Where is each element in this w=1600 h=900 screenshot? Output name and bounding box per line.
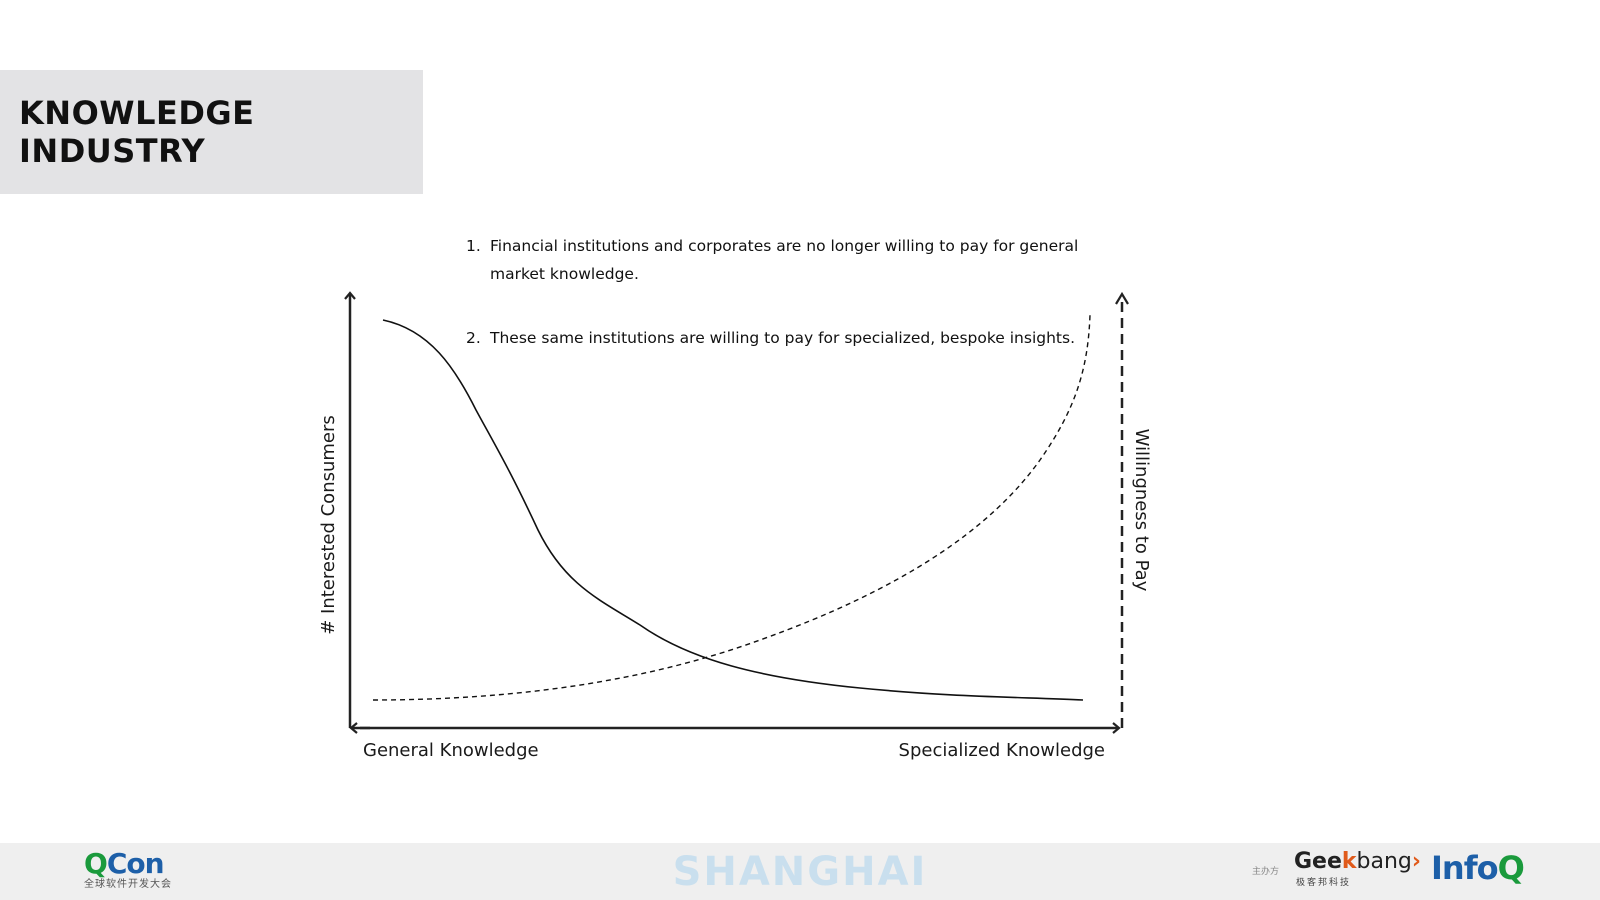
note-number: 2. <box>466 329 481 347</box>
slide-title: KNOWLEDGE INDUSTRY <box>19 94 255 170</box>
geekbang-bang: bang <box>1356 849 1412 874</box>
left-axis-label: # Interested Consumers <box>318 415 339 635</box>
infoq-logo: InfoQ <box>1431 849 1525 887</box>
city-name: SHANGHAI <box>672 849 928 895</box>
willingness-to-pay-curve <box>372 314 1091 701</box>
infoq-q: Q <box>1497 849 1525 887</box>
notes-list: 1. Financial institutions and corporates… <box>466 232 1086 352</box>
note-item: 2. These same institutions are willing t… <box>466 324 1086 352</box>
note-text: Financial institutions and corporates ar… <box>490 237 1079 283</box>
note-item: 1. Financial institutions and corporates… <box>466 232 1086 288</box>
geekbang-subtitle: 极客邦科技 <box>1296 878 1352 888</box>
note-number: 1. <box>466 237 481 255</box>
qcon-logo-con: Con <box>106 847 165 880</box>
x-right-label: Specialized Knowledge <box>899 740 1105 761</box>
note-text: These same institutions are willing to p… <box>490 329 1076 347</box>
qcon-logo-q: Q <box>84 847 108 880</box>
right-axis-label: Willingness to Pay <box>1131 429 1152 592</box>
right-axis-arrowhead <box>1115 291 1129 305</box>
title-banner: KNOWLEDGE INDUSTRY <box>0 70 423 194</box>
sponsor-label: 主办方 <box>1252 867 1280 877</box>
x-left-label: General Knowledge <box>363 740 539 761</box>
qcon-logo-subtitle: 全球软件开发大会 <box>84 879 172 890</box>
footer-bar: QCon 全球软件开发大会 SHANGHAI 主办方 Geekbang› 极客邦… <box>0 843 1600 900</box>
geekbang-chevron-icon: › <box>1411 849 1421 874</box>
interested-consumers-curve <box>382 319 1084 701</box>
geekbang-geek: Gee <box>1294 849 1342 874</box>
infoq-info: Info <box>1431 849 1499 887</box>
knowledge-diagram: # Interested Consumers Willingness to Pa… <box>318 291 1152 761</box>
geekbang-k: k <box>1341 849 1357 874</box>
geekbang-logo: Geekbang› 极客邦科技 <box>1294 849 1424 888</box>
qcon-logo: QCon 全球软件开发大会 <box>84 849 184 895</box>
